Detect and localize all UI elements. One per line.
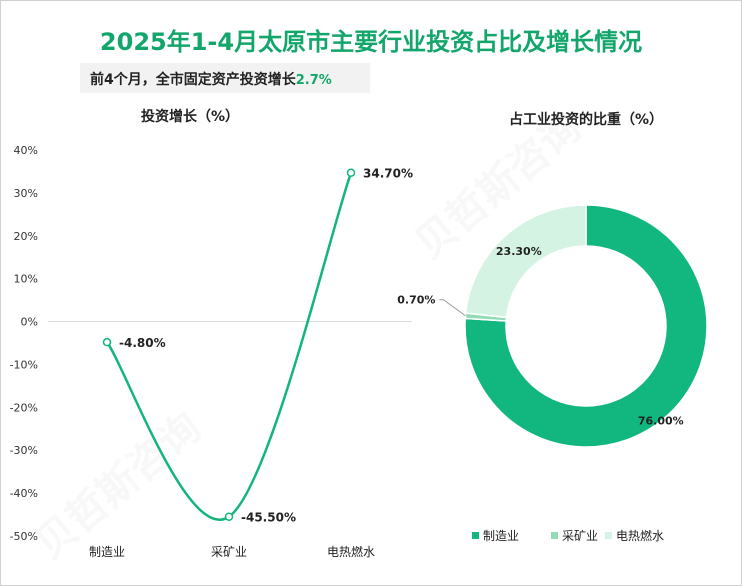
y-tick-label: 40%: [14, 144, 38, 157]
legend-label: 电热燃水: [616, 528, 664, 543]
y-tick-label: 30%: [14, 187, 38, 200]
subtitle-box: 前4个月，全市固定资产投资增长2.7%: [80, 63, 370, 93]
line-point: [224, 512, 234, 521]
subtitle-label: 前4个月，全市固定资产投资增长: [90, 72, 296, 88]
donut-leader-line: [439, 299, 466, 317]
donut-value-label: 76.00%: [638, 414, 684, 427]
line-x-axis: 制造业 采矿业 电热燃水: [89, 544, 375, 559]
y-tick-label: 20%: [14, 230, 38, 243]
x-tick-label: 电热燃水: [327, 544, 375, 559]
line-chart-title: 投资增长（%）: [141, 108, 239, 125]
donut-legend: 制造业 采矿业 电热燃水: [472, 528, 664, 543]
x-tick-label: 采矿业: [211, 545, 247, 559]
subtitle-value: 2.7%: [295, 73, 332, 88]
legend-label: 采矿业: [562, 529, 598, 543]
svg-text:贝哲斯咨询: 贝哲斯咨询: [27, 404, 210, 568]
y-tick-label: -30%: [10, 444, 38, 457]
donut-value-label: 0.70%: [397, 294, 435, 307]
line-value-label: -45.50%: [241, 511, 296, 525]
line-series: [105, 172, 353, 521]
legend-swatch: [472, 532, 479, 539]
main-title: 2025年1-4月太原市主要行业投资占比及增长情况: [99, 28, 643, 56]
y-tick-label: 0%: [21, 316, 38, 329]
y-tick-label: -50%: [10, 530, 38, 543]
line-points: -4.80% -45.50% 34.70%: [102, 167, 413, 525]
donut-slice: [464, 204, 708, 448]
legend-label: 制造业: [483, 529, 519, 543]
line-value-label: 34.70%: [363, 167, 413, 181]
donut-slices: [464, 204, 708, 448]
donut-labels: 76.00% 0.70% 23.30%: [397, 245, 683, 427]
line-point: [346, 168, 356, 177]
y-tick-label: -40%: [10, 487, 38, 500]
line-point: [102, 337, 112, 347]
line-y-axis: 40% 30% 20% 10% 0% -10% -20% -30% -40% -50%: [10, 144, 38, 543]
subtitle-text: 前4个月，全市固定资产投资增长2.7%: [90, 69, 332, 89]
y-tick-label: -20%: [10, 401, 38, 414]
legend-swatch: [551, 532, 558, 539]
line-value-label: -4.80%: [119, 336, 166, 350]
donut-chart-title: 占工业投资的比重（%）: [509, 111, 663, 128]
y-tick-label: 10%: [14, 273, 38, 286]
donut-slice: [464, 204, 587, 319]
y-tick-label: -10%: [10, 358, 38, 371]
x-tick-label: 制造业: [89, 545, 125, 559]
legend-swatch: [605, 532, 612, 539]
donut-value-label: 23.30%: [496, 245, 542, 258]
